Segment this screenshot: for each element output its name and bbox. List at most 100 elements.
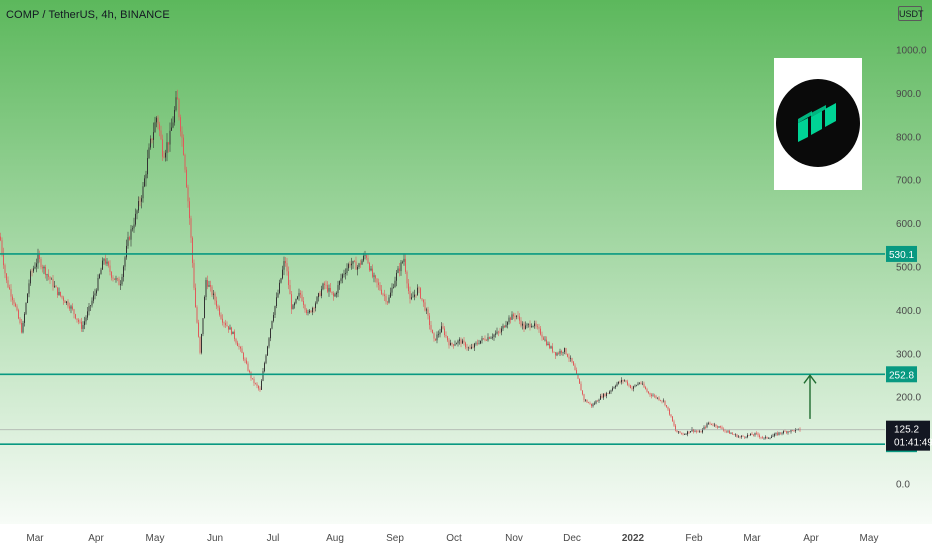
candle-body <box>550 346 552 348</box>
candle-body <box>780 432 781 434</box>
candle-body <box>648 391 649 394</box>
last-price-tag <box>886 420 930 451</box>
candle-body <box>703 427 705 430</box>
candle-body <box>406 271 408 284</box>
candle-body <box>373 275 375 277</box>
candle-body <box>469 347 471 349</box>
candle-body <box>177 97 178 100</box>
candle-body <box>399 268 400 272</box>
candle-body <box>223 322 225 324</box>
candle-body <box>361 260 363 265</box>
candle-body <box>784 431 786 432</box>
y-tick-label: 1000.0 <box>896 46 927 57</box>
candle-body <box>717 426 718 428</box>
candle-body <box>768 438 769 439</box>
candle-body <box>73 309 75 315</box>
candle-body <box>456 343 457 345</box>
candle-body <box>663 400 664 402</box>
candle-body <box>309 310 310 313</box>
candle-body <box>423 299 424 303</box>
candle-body <box>762 437 763 438</box>
candle-body <box>489 337 490 339</box>
candle-body <box>1 240 3 254</box>
candle-body <box>195 287 196 308</box>
candle-body <box>42 267 43 269</box>
candle-body <box>291 294 292 310</box>
candle-body <box>153 132 154 140</box>
candle-body <box>694 430 696 432</box>
candle-body <box>451 342 453 345</box>
candle-body <box>156 117 157 123</box>
candle-body <box>448 340 450 346</box>
candle-body <box>429 315 430 326</box>
y-tick-label: 800.0 <box>896 132 921 143</box>
candle-body <box>633 386 634 389</box>
candle-body <box>769 437 771 439</box>
candle-body <box>652 395 654 397</box>
candle-body <box>418 287 420 289</box>
candle-body <box>660 400 661 401</box>
candle-body <box>394 280 396 288</box>
candle-body <box>526 324 528 326</box>
candle-body <box>231 327 232 335</box>
candle-body <box>715 424 717 427</box>
candle-body <box>523 323 525 330</box>
currency-badge[interactable]: USDT <box>898 6 924 21</box>
candle-body <box>624 380 625 382</box>
candle-body <box>193 262 195 288</box>
candle-body <box>439 332 441 335</box>
candle-body <box>585 399 586 401</box>
candle-body <box>450 342 451 346</box>
candle-body <box>21 322 22 333</box>
candle-body <box>693 429 694 432</box>
candle-body <box>508 317 510 323</box>
candle-body <box>669 409 670 415</box>
candle-body <box>226 325 228 327</box>
candle-body <box>199 336 201 353</box>
candle-body <box>592 404 594 407</box>
candle-body <box>426 309 427 311</box>
candle-body <box>145 174 147 179</box>
candle-body <box>504 325 505 328</box>
candle-body <box>151 138 153 140</box>
candle-body <box>517 315 519 317</box>
candle-body <box>340 278 342 282</box>
candle-body <box>487 337 489 341</box>
candle-body <box>577 373 579 379</box>
candle-body <box>733 434 735 435</box>
x-tick-label: Aug <box>326 533 344 544</box>
candle-body <box>175 97 177 110</box>
candle-body <box>118 278 120 286</box>
candle-body <box>630 385 631 389</box>
candle-body <box>345 272 346 274</box>
candle-body <box>481 338 483 341</box>
candle-body <box>522 323 523 326</box>
candle-body <box>196 307 198 323</box>
candle-body <box>300 292 301 295</box>
candle-body <box>616 383 618 387</box>
candle-body <box>48 274 49 277</box>
candle-body <box>474 343 475 348</box>
candle-body <box>763 437 765 439</box>
candle-body <box>498 331 499 333</box>
candle-body <box>795 429 796 432</box>
candle-body <box>798 428 799 430</box>
candle-body <box>706 423 708 428</box>
candle-body <box>310 310 312 313</box>
candle-body <box>93 295 94 301</box>
candle-body <box>607 393 609 394</box>
candle-body <box>639 382 640 384</box>
candle-body <box>159 124 160 131</box>
candle-body <box>486 340 487 341</box>
candle-body <box>130 229 132 240</box>
candle-body <box>748 434 750 436</box>
candle-body <box>316 297 318 304</box>
candle-body <box>618 381 619 384</box>
candle-body <box>516 315 517 318</box>
candle-body <box>528 323 529 325</box>
candle-body <box>84 321 85 326</box>
candle-body <box>27 293 28 303</box>
candle-body <box>114 278 115 280</box>
candle-body <box>462 340 463 344</box>
candle-body <box>81 321 82 329</box>
